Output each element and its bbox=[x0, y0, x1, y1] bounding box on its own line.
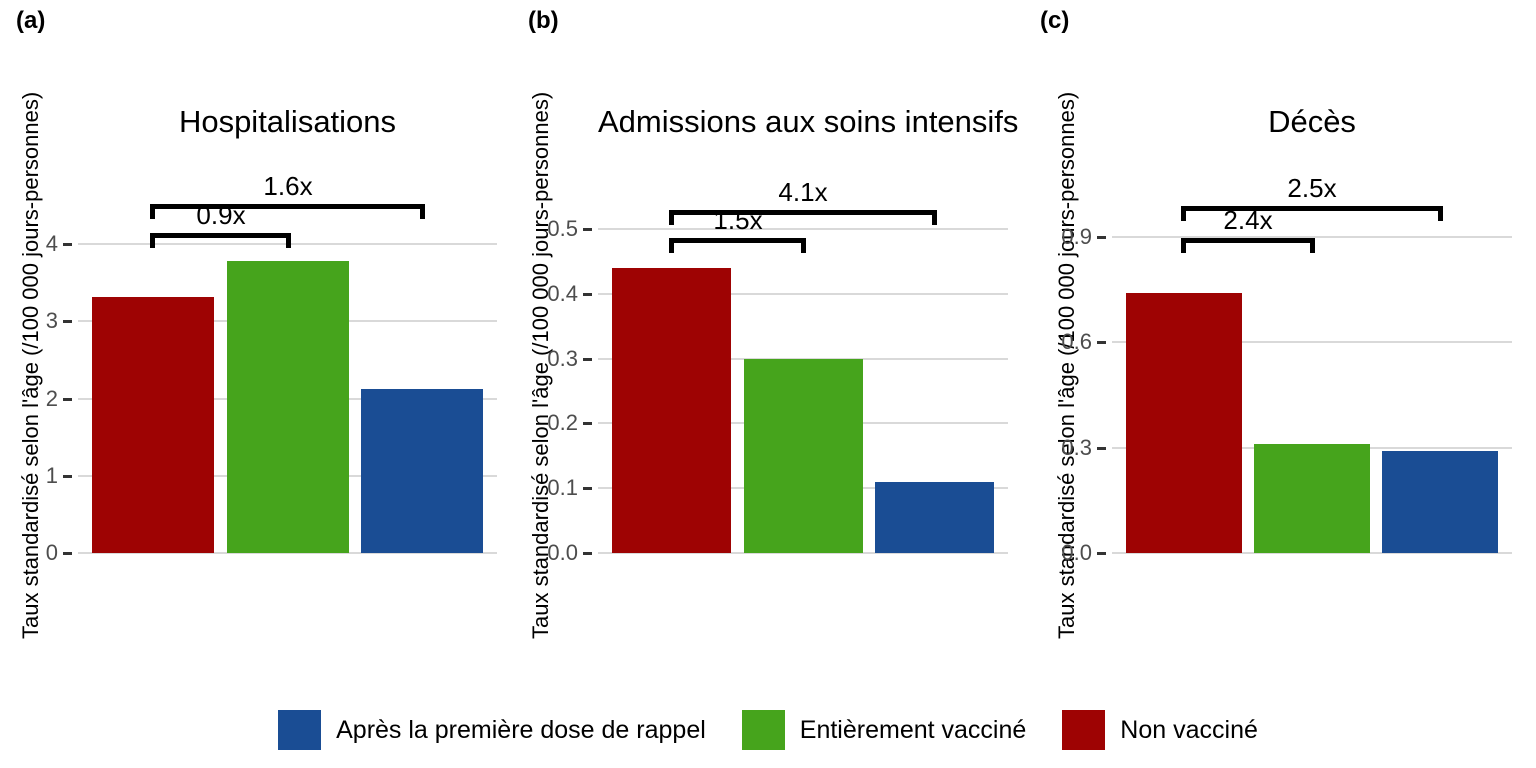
panel-letter: (c) bbox=[1040, 7, 1070, 34]
bar-apr-s-la-premi-re-dose-de-rappel bbox=[361, 389, 483, 553]
bar-non-vaccin- bbox=[612, 268, 731, 553]
axis-tick bbox=[583, 228, 592, 231]
bar-enti-rement-vaccin- bbox=[744, 359, 863, 553]
axis-tick bbox=[583, 358, 592, 361]
bar-enti-rement-vaccin- bbox=[1254, 444, 1370, 553]
axis-tick-label: 3 bbox=[45, 308, 58, 333]
axis-tick-label: 0.3 bbox=[547, 346, 578, 371]
axis-tick bbox=[583, 552, 592, 555]
axis-tick bbox=[63, 320, 72, 323]
gridline bbox=[78, 552, 497, 554]
axis-tick bbox=[63, 552, 72, 555]
axis-tick bbox=[63, 398, 72, 401]
panel-letter: (a) bbox=[16, 7, 46, 34]
ratio-bracket bbox=[150, 233, 291, 248]
bar-non-vaccin- bbox=[1126, 293, 1242, 553]
legend-key-swatch bbox=[278, 710, 322, 750]
legend-label: Entièrement vacciné bbox=[799, 716, 1027, 744]
axis-tick-label: 1 bbox=[45, 463, 58, 488]
axis-tick-label: 0.9 bbox=[1061, 224, 1092, 249]
gridline bbox=[1112, 552, 1512, 554]
axis-tick-label: 0.0 bbox=[1061, 540, 1092, 565]
gridline bbox=[598, 552, 1008, 554]
legend: Après la première dose de rappel Entièrem… bbox=[0, 700, 1536, 760]
axis-tick-label: 4 bbox=[45, 231, 58, 256]
ratio-label: 2.5x bbox=[1287, 173, 1337, 203]
legend-item-entierement_vaccine: Entièrement vacciné bbox=[741, 710, 1027, 750]
axis-tick bbox=[583, 293, 592, 296]
ratio-bracket bbox=[669, 238, 806, 253]
gridline bbox=[598, 293, 1008, 295]
ratio-bracket bbox=[1181, 206, 1443, 221]
axis-tick-label: 0 bbox=[45, 540, 58, 565]
axis-tick-label: 2 bbox=[45, 386, 58, 411]
legend-item-non_vaccine: Non vacciné bbox=[1062, 710, 1258, 750]
panel-title: Décès bbox=[1268, 104, 1356, 139]
bar-apr-s-la-premi-re-dose-de-rappel bbox=[875, 482, 994, 553]
axis-tick bbox=[1097, 236, 1106, 239]
panel-title: Admissions aux soins intensifs bbox=[598, 104, 1019, 139]
legend-key-swatch bbox=[1062, 710, 1106, 750]
panel-title: Hospitalisations bbox=[178, 104, 397, 139]
axis-tick bbox=[63, 475, 72, 478]
axis-tick-label: 0.6 bbox=[1061, 329, 1092, 354]
panel-letter: (b) bbox=[528, 7, 559, 34]
axis-tick bbox=[63, 243, 72, 246]
axis-tick bbox=[1097, 447, 1106, 450]
legend-key-swatch bbox=[741, 710, 785, 750]
bar-non-vaccin- bbox=[92, 297, 214, 553]
axis-tick-label: 0.2 bbox=[547, 410, 578, 435]
axis-tick-label: 0.3 bbox=[1061, 435, 1092, 460]
axis-tick bbox=[583, 422, 592, 425]
ratio-bracket bbox=[1181, 238, 1315, 253]
gridline bbox=[1112, 236, 1512, 238]
legend-label: Après la première dose de rappel bbox=[336, 716, 706, 744]
gridline bbox=[598, 228, 1008, 230]
ratio-bracket bbox=[669, 210, 937, 225]
axis-tick-label: 0.1 bbox=[547, 475, 578, 500]
axis-tick-label: 0.4 bbox=[547, 281, 578, 306]
panel-soins-intensifs: (b) Admissions aux soins intensifs Taux … bbox=[512, 0, 1024, 768]
bar-apr-s-la-premi-re-dose-de-rappel bbox=[1382, 451, 1498, 553]
axis-tick bbox=[583, 487, 592, 490]
axis-tick bbox=[1097, 341, 1106, 344]
ratio-label: 1.6x bbox=[263, 171, 313, 201]
panel-deces: (c) Décès Taux standardisé selon l'âge (… bbox=[1024, 0, 1536, 768]
axis-tick-label: 0.5 bbox=[547, 216, 578, 241]
axis-tick bbox=[1097, 552, 1106, 555]
legend-item-rappel: Après la première dose de rappel bbox=[278, 710, 706, 750]
ratio-bracket bbox=[150, 204, 425, 219]
panel-hospitalisations: (a) Hospitalisations Taux standardisé se… bbox=[0, 0, 512, 768]
gridline bbox=[1112, 341, 1512, 343]
legend-label: Non vacciné bbox=[1120, 716, 1258, 744]
bar-enti-rement-vaccin- bbox=[227, 261, 349, 553]
axis-tick-label: 0.0 bbox=[547, 540, 578, 565]
ratio-label: 4.1x bbox=[778, 177, 828, 207]
